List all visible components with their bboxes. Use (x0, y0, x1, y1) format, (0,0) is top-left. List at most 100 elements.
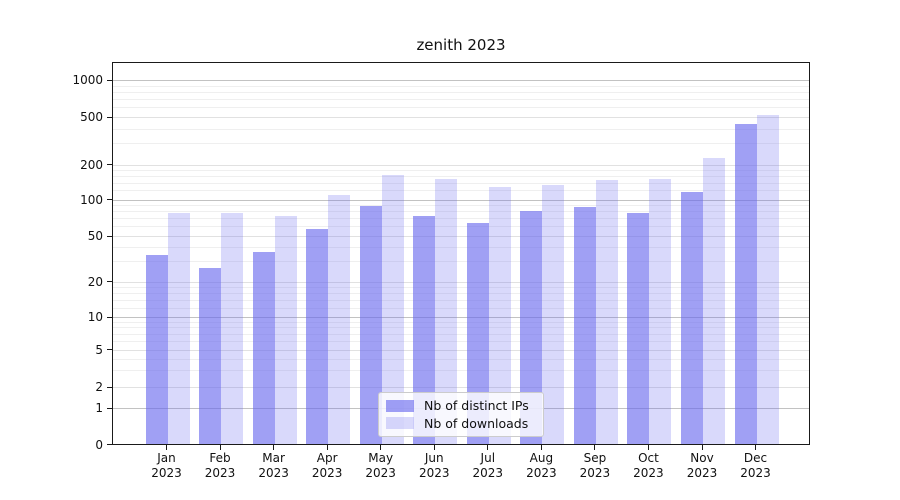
bar-downloads-apr (328, 194, 351, 445)
gridline-minor (113, 370, 809, 372)
gridline-minor (113, 261, 809, 263)
bar-downloads-oct (649, 178, 672, 445)
x-tick-label-may: May 2023 (365, 451, 396, 480)
bar-distinct-ips-aug (520, 210, 543, 445)
legend-label-distinct-ips: Nb of distinct IPs (424, 398, 529, 414)
gridline-minor (113, 358, 809, 360)
y-tick-mark (107, 407, 112, 409)
x-tick-mark (540, 444, 542, 450)
x-tick-label-dec: Dec 2023 (740, 451, 771, 480)
bar-distinct-ips-nov (681, 192, 703, 445)
bar-distinct-ips-feb (199, 268, 222, 445)
x-tick-mark (487, 444, 489, 450)
chart-title: zenith 2023 (416, 36, 506, 54)
y-tick-mark (107, 164, 112, 165)
y-tick-mark (107, 386, 112, 388)
gridline (113, 236, 809, 237)
bar-downloads-sep (595, 180, 618, 445)
gridline (113, 387, 809, 388)
bar-downloads-aug (542, 184, 565, 445)
gridline-major (113, 199, 809, 201)
y-tick-label-0: 0 (95, 437, 103, 452)
x-tick-label-oct: Oct 2023 (633, 451, 664, 480)
gridline (113, 349, 809, 351)
bar-distinct-ips-dec (734, 123, 757, 445)
gridline-minor (113, 226, 809, 228)
gridline-minor (113, 107, 809, 109)
y-tick-label-100: 100 (80, 192, 103, 207)
gridline-minor (113, 85, 809, 87)
x-tick-label-feb: Feb 2023 (204, 451, 236, 480)
y-tick-mark (107, 79, 112, 81)
gridline-major (113, 317, 809, 318)
x-tick-mark (433, 444, 435, 450)
x-tick-mark (219, 444, 221, 450)
bar-distinct-ips-oct (627, 212, 650, 445)
y-tick-label-5: 5 (95, 342, 103, 357)
gridline-minor (113, 340, 809, 342)
x-tick-label-sep: Sep 2023 (579, 451, 611, 480)
y-tick-label-10: 10 (87, 310, 103, 324)
gridline-minor (113, 327, 809, 329)
gridline-minor (113, 218, 809, 220)
gridline-minor (113, 307, 809, 309)
x-tick-label-aug: Aug 2023 (526, 451, 557, 480)
legend: Nb of distinct IPs Nb of downloads (378, 392, 544, 437)
bar-downloads-dec (756, 115, 779, 445)
bar-downloads-nov (703, 158, 725, 445)
bar-distinct-ips-may (359, 205, 382, 445)
y-tick-mark (107, 316, 112, 318)
gridline-minor (113, 292, 809, 294)
gridline-minor (113, 190, 809, 192)
x-tick-mark (326, 444, 328, 450)
gridline-minor (113, 169, 809, 171)
gridline-minor (113, 205, 809, 207)
bar-downloads-jan (167, 213, 190, 445)
bar-downloads-feb (221, 213, 244, 445)
gridline (113, 117, 809, 118)
gridline (113, 164, 809, 166)
legend-swatch-distinct-ips (386, 399, 414, 412)
plot-area (112, 61, 810, 445)
x-tick-mark (273, 444, 275, 450)
x-tick-mark (701, 444, 703, 450)
x-tick-mark (380, 444, 382, 450)
x-tick-label-jun: Jun 2023 (418, 451, 450, 480)
legend-item-downloads: Nb of downloads (386, 416, 536, 431)
bar-distinct-ips-jul (466, 223, 489, 445)
x-tick-label-jan: Jan 2023 (151, 451, 182, 480)
gridline-minor (113, 333, 809, 335)
gridline-minor (113, 99, 809, 101)
y-tick-mark (107, 235, 112, 237)
x-tick-mark (166, 444, 167, 450)
gridline-minor (113, 286, 809, 288)
gridline-minor (113, 211, 809, 213)
x-tick-label-mar: Mar 2023 (258, 451, 289, 480)
bar-distinct-ips-apr (306, 229, 329, 445)
legend-swatch-downloads (386, 417, 414, 430)
bar-distinct-ips-jun (413, 216, 436, 445)
y-tick-mark (107, 444, 112, 445)
x-tick-label-nov: Nov 2023 (686, 451, 718, 480)
y-tick-mark (107, 281, 112, 282)
legend-label-downloads: Nb of downloads (424, 415, 529, 431)
legend-item-distinct-ips: Nb of distinct IPs (386, 398, 536, 413)
bar-downloads-mar (274, 216, 297, 445)
y-tick-label-20: 20 (87, 274, 103, 289)
gridline-minor (113, 143, 809, 145)
y-tick-mark (107, 199, 112, 200)
y-tick-label-1: 1 (95, 401, 103, 416)
gridline (113, 281, 809, 283)
y-tick-label-500: 500 (80, 110, 103, 124)
bar-downloads-jul (488, 186, 511, 445)
gridline-minor (113, 299, 809, 301)
gridline-minor (113, 128, 809, 130)
gridline-minor (113, 182, 809, 184)
y-tick-mark (107, 116, 112, 118)
y-tick-label-50: 50 (87, 229, 103, 243)
gridline-minor (113, 321, 809, 323)
y-tick-label-2: 2 (95, 380, 103, 394)
y-tick-mark (107, 349, 112, 350)
x-tick-label-jul: Jul 2023 (472, 451, 504, 480)
